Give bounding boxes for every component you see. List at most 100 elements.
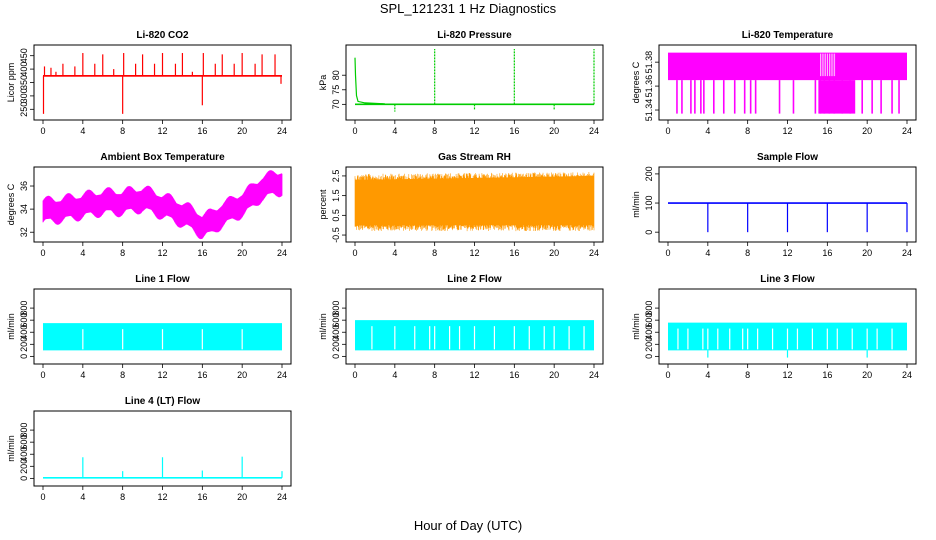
panel-title: Li-820 Pressure <box>437 30 512 41</box>
x-tick-label: 8 <box>745 126 750 136</box>
y-tick-label: 250 <box>19 102 29 117</box>
series-9 <box>668 322 907 358</box>
series-2 <box>354 49 595 112</box>
x-tick-label: 16 <box>197 126 207 136</box>
x-tick-label: 12 <box>157 492 167 502</box>
x-tick-label: 4 <box>705 248 710 258</box>
x-tick-label: 8 <box>432 248 437 258</box>
x-tick-label: 0 <box>40 492 45 502</box>
x-tick-label: 4 <box>705 370 710 380</box>
x-tick-label: 8 <box>432 126 437 136</box>
y-tick-label: 400 <box>19 447 29 462</box>
x-tick-label: 20 <box>549 370 559 380</box>
x-tick-label: 0 <box>665 248 670 258</box>
x-tick-label: 12 <box>157 370 167 380</box>
y-tick-label: 800 <box>644 301 654 316</box>
y-tick-label: 200 <box>644 166 654 181</box>
y-tick-label: 0 <box>19 476 29 481</box>
x-tick-label: 16 <box>197 370 207 380</box>
series-10 <box>43 456 283 479</box>
x-tick-label: 8 <box>432 370 437 380</box>
x-tick-label: 0 <box>352 370 357 380</box>
x-tick-label: 4 <box>392 248 397 258</box>
y-tick-label: 2.5 <box>331 170 341 183</box>
x-tick-label: 24 <box>277 370 287 380</box>
y-tick-label: 800 <box>19 423 29 438</box>
y-tick-label: 200 <box>19 337 29 352</box>
x-tick-label: 0 <box>40 370 45 380</box>
y-tick-label: 51.34 <box>644 99 654 122</box>
data-noise <box>354 172 595 232</box>
y-tick-label: 0 <box>644 354 654 359</box>
y-tick-label: 600 <box>644 313 654 328</box>
y-axis-label: ml/min <box>631 191 641 218</box>
y-tick-label: 600 <box>331 313 341 328</box>
x-axis-label: Hour of Day (UTC) <box>413 518 523 533</box>
y-tick-label: 70 <box>331 99 341 109</box>
y-tick-label: 200 <box>19 459 29 474</box>
x-tick-label: 12 <box>782 126 792 136</box>
x-tick-label: 24 <box>589 370 599 380</box>
x-tick-label: 20 <box>237 370 247 380</box>
panel-title: Line 2 Flow <box>447 274 502 285</box>
y-tick-label: 600 <box>19 435 29 450</box>
x-tick-label: 4 <box>80 248 85 258</box>
x-tick-label: 12 <box>469 248 479 258</box>
series-8 <box>355 320 594 351</box>
y-tick-label: 0 <box>644 230 654 235</box>
series-3 <box>668 52 907 114</box>
x-tick-label: 20 <box>549 126 559 136</box>
y-axis-label: percent <box>318 189 328 220</box>
x-tick-label: 20 <box>237 126 247 136</box>
panel-title: Line 1 Flow <box>135 274 190 285</box>
y-tick-label: 400 <box>19 62 29 77</box>
x-tick-label: 0 <box>665 370 670 380</box>
series-7 <box>43 323 282 351</box>
panel-title: Li-820 Temperature <box>742 30 834 41</box>
data-band <box>668 52 907 81</box>
y-tick-label: 300 <box>19 88 29 103</box>
y-tick-label: 800 <box>19 301 29 316</box>
x-tick-label: 12 <box>782 370 792 380</box>
y-tick-label: 600 <box>19 313 29 328</box>
y-tick-label: 200 <box>331 337 341 352</box>
panel-title: Li-820 CO2 <box>136 30 189 41</box>
y-axis-label: kPa <box>318 75 328 91</box>
x-tick-label: 16 <box>509 248 519 258</box>
y-tick-label: 51.38 <box>644 51 654 74</box>
x-tick-label: 20 <box>862 248 872 258</box>
y-tick-label: -0.5 <box>331 227 341 243</box>
y-axis-label: degrees C <box>6 183 16 225</box>
x-tick-label: 8 <box>120 126 125 136</box>
x-tick-label: 12 <box>157 248 167 258</box>
x-tick-label: 4 <box>392 126 397 136</box>
x-tick-label: 0 <box>352 248 357 258</box>
x-tick-label: 20 <box>549 248 559 258</box>
y-axis-label: Licor ppm <box>6 63 16 103</box>
y-tick-label: 51.36 <box>644 75 654 98</box>
y-tick-label: 80 <box>331 70 341 80</box>
y-tick-label: 200 <box>644 337 654 352</box>
y-tick-label: 400 <box>331 325 341 340</box>
x-tick-label: 4 <box>705 126 710 136</box>
y-tick-label: 100 <box>644 196 654 211</box>
y-tick-label: 400 <box>19 325 29 340</box>
y-tick-label: 36 <box>19 181 29 191</box>
panel-title: Gas Stream RH <box>438 152 511 163</box>
y-axis-label: ml/min <box>6 435 16 462</box>
x-tick-label: 4 <box>392 370 397 380</box>
y-tick-label: 1.5 <box>331 189 341 202</box>
x-tick-label: 24 <box>277 126 287 136</box>
panel-title: Line 3 Flow <box>760 274 815 285</box>
x-tick-label: 16 <box>822 370 832 380</box>
x-tick-label: 0 <box>40 126 45 136</box>
